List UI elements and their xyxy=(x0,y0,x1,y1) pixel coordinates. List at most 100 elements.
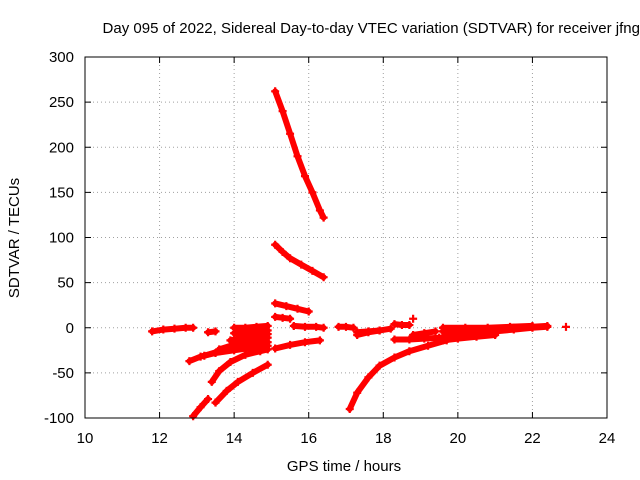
data-point-marker xyxy=(211,398,220,407)
data-point-marker xyxy=(286,340,295,349)
data-series-trace xyxy=(272,337,323,352)
data-point-marker xyxy=(230,329,239,338)
data-point-marker xyxy=(196,403,205,412)
data-point-marker xyxy=(491,330,500,339)
data-point-marker xyxy=(390,335,399,344)
data-point-marker xyxy=(248,368,257,377)
data-point-marker xyxy=(230,346,239,355)
data-point-marker xyxy=(409,314,418,323)
data-series-trace xyxy=(231,322,271,331)
data-point-marker xyxy=(233,377,242,386)
y-tick-label: 250 xyxy=(49,94,74,111)
data-series-trace xyxy=(391,334,443,343)
data-point-marker xyxy=(319,273,328,282)
data-point-marker xyxy=(334,322,343,331)
data-point-marker xyxy=(353,388,362,397)
data-point-marker xyxy=(312,322,321,331)
data-point-marker xyxy=(300,172,309,181)
data-point-marker xyxy=(375,361,384,370)
data-points xyxy=(148,87,570,421)
data-point-marker xyxy=(364,373,373,382)
data-point-marker xyxy=(431,327,440,336)
data-point-marker xyxy=(278,107,287,116)
y-tick-label: -50 xyxy=(52,365,74,382)
data-point-marker xyxy=(461,323,470,332)
y-axis-title: SDTVAR / TECUs xyxy=(6,178,23,298)
data-point-marker xyxy=(181,323,190,332)
data-point-marker xyxy=(297,260,306,269)
data-series-trace xyxy=(272,300,312,315)
data-point-marker xyxy=(342,322,350,331)
data-point-marker xyxy=(159,325,168,334)
data-point-marker xyxy=(319,323,328,332)
data-point-marker xyxy=(189,323,198,332)
data-point-marker xyxy=(506,322,515,331)
data-point-marker xyxy=(271,299,280,308)
data-series-trace xyxy=(346,337,450,412)
y-tick-label: 100 xyxy=(49,230,74,247)
data-point-marker xyxy=(375,326,384,335)
data-point-marker xyxy=(349,323,358,332)
data-point-marker xyxy=(420,329,429,338)
y-tick-label: 50 xyxy=(57,275,74,292)
data-point-marker xyxy=(189,412,198,421)
data-point-marker xyxy=(453,334,462,343)
data-point-marker xyxy=(196,352,205,361)
data-point-marker xyxy=(390,320,399,329)
data-point-marker xyxy=(390,353,399,362)
data-point-marker xyxy=(286,314,295,323)
data-series-trace xyxy=(439,332,499,344)
data-point-marker xyxy=(271,87,280,96)
data-point-marker xyxy=(289,321,298,330)
data-point-marker xyxy=(293,304,302,313)
axis-ticks: 10 12 14 16 18 20 22 24 -100 -50 0 50 100 150 200 250 30… xyxy=(44,49,615,447)
data-point-marker xyxy=(308,188,317,197)
y-tick-label: -100 xyxy=(44,410,74,427)
data-point-marker xyxy=(438,323,447,332)
data-point-marker xyxy=(282,302,291,311)
data-point-marker xyxy=(561,322,570,331)
data-point-marker xyxy=(319,213,328,222)
x-tick-label: 22 xyxy=(524,430,541,447)
x-tick-label: 18 xyxy=(375,430,392,447)
data-point-marker xyxy=(300,338,309,347)
data-point-marker xyxy=(364,327,373,336)
data-point-marker xyxy=(271,312,280,321)
data-point-marker xyxy=(211,327,220,336)
data-point-marker xyxy=(405,347,414,356)
data-series-trace xyxy=(272,88,327,221)
data-point-marker xyxy=(409,330,418,339)
data-point-marker xyxy=(424,341,433,350)
data-point-marker xyxy=(405,321,414,330)
data-point-marker xyxy=(353,328,362,337)
x-axis-title: GPS time / hours xyxy=(287,458,401,475)
x-tick-label: 14 xyxy=(226,430,243,447)
data-point-marker xyxy=(241,350,250,359)
data-point-marker xyxy=(204,395,213,404)
data-point-marker xyxy=(397,321,406,330)
data-point-marker xyxy=(211,349,220,358)
data-point-marker xyxy=(271,240,280,249)
y-tick-label: 0 xyxy=(66,320,74,337)
x-tick-label: 16 xyxy=(300,430,317,447)
data-point-marker xyxy=(263,345,272,354)
data-series-trace xyxy=(227,331,271,344)
chart-title: Day 095 of 2022, Sidereal Day-to-day VTE… xyxy=(103,20,640,37)
data-point-marker xyxy=(278,313,287,322)
data-point-marker xyxy=(405,335,414,344)
data-point-marker xyxy=(204,328,213,337)
data-point-marker xyxy=(528,321,537,330)
grid-lines xyxy=(85,57,607,418)
data-point-marker xyxy=(271,344,280,353)
data-point-marker xyxy=(315,336,324,345)
data-point-marker xyxy=(256,347,265,356)
data-point-marker xyxy=(438,336,447,345)
data-point-marker xyxy=(207,377,216,386)
data-point-marker xyxy=(286,254,295,263)
data-point-marker xyxy=(308,266,317,275)
x-tick-label: 10 xyxy=(77,430,94,447)
x-tick-label: 24 xyxy=(599,430,616,447)
data-point-marker xyxy=(304,307,313,316)
data-point-marker xyxy=(300,322,309,331)
